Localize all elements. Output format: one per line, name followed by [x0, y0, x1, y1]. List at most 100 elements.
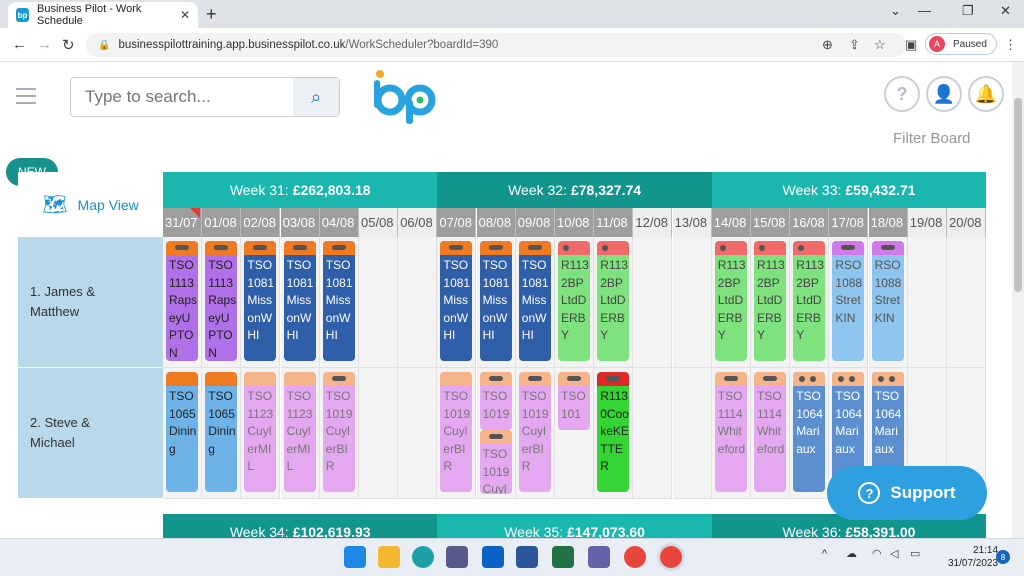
schedule-cell[interactable] [633, 368, 673, 499]
day-header[interactable]: 09/08 [515, 208, 555, 237]
schedule-cell[interactable] [359, 368, 398, 499]
day-header[interactable]: 18/08 [868, 208, 908, 237]
job-card[interactable]: R1130CookeKETTER [597, 372, 630, 492]
job-card[interactable]: RSO1088StretKIN [832, 241, 865, 361]
url-field[interactable]: 🔒 businesspilottraining.app.businesspilo… [86, 33, 906, 57]
day-header[interactable]: 12/08 [633, 208, 673, 237]
zoom-icon[interactable]: ⊕ [822, 37, 833, 52]
day-header[interactable]: 19/08 [907, 208, 947, 237]
system-clock[interactable]: 21:14 31/07/2023 [948, 544, 998, 570]
day-header[interactable]: 20/08 [947, 208, 986, 237]
day-header[interactable]: 16/08 [790, 208, 830, 237]
help-icon[interactable]: ? [884, 76, 920, 112]
minimize-icon[interactable]: — [918, 3, 931, 18]
tray-chevron-icon[interactable]: ^ [822, 548, 828, 560]
share-icon[interactable]: ⇪ [849, 37, 860, 52]
browser-menu-icon[interactable]: ⋮ [1004, 37, 1017, 52]
day-header[interactable]: 15/08 [751, 208, 790, 237]
day-header[interactable]: 03/08 [280, 208, 320, 237]
search-input[interactable] [71, 78, 291, 116]
bell-icon[interactable]: 🔔 [968, 76, 1004, 112]
day-header[interactable]: 08/08 [476, 208, 516, 237]
job-card[interactable]: TSO1019CuylerBIR [518, 372, 551, 492]
business-pilot-logo[interactable] [372, 70, 442, 124]
speaker-icon[interactable]: ◁ [890, 548, 899, 560]
job-card[interactable]: TSO1081MissonWHI [283, 241, 316, 361]
side-panel-icon[interactable]: ▣ [905, 37, 918, 52]
user-icon[interactable]: 👤 [926, 76, 962, 112]
job-card[interactable]: TSO1065Dining [166, 372, 198, 492]
day-header[interactable]: 05/08 [359, 208, 398, 237]
day-header[interactable]: 11/08 [594, 208, 634, 237]
new-tab-icon[interactable]: + [206, 4, 217, 24]
hamburger-menu-icon[interactable] [16, 88, 36, 106]
schedule-cell[interactable] [947, 237, 986, 368]
job-card[interactable]: TSO1114Whiteford [754, 372, 786, 492]
job-card[interactable]: TSO1019CuylerBIR [440, 372, 473, 492]
map-view-button[interactable]: 🗺 Map View [18, 172, 163, 237]
day-header[interactable]: 01/08 [202, 208, 242, 237]
restore-icon[interactable]: ❐ [962, 3, 974, 18]
page-scrollbar[interactable] [1012, 62, 1024, 538]
job-card[interactable]: TSO1065Dining [205, 372, 238, 492]
chrome-icon[interactable] [624, 546, 646, 568]
day-header[interactable]: 07/08 [437, 208, 477, 237]
day-header[interactable]: 04/08 [319, 208, 359, 237]
outlook-icon[interactable] [482, 546, 504, 568]
job-card[interactable]: TSO1123CuylerMIL [283, 372, 316, 492]
job-card[interactable]: R1132BPLtdDERBY [754, 241, 786, 361]
day-header[interactable]: 13/08 [672, 208, 712, 237]
row-label[interactable]: 1. James & Matthew [18, 237, 163, 367]
job-card[interactable]: R1132BPLtdDERBY [558, 241, 590, 361]
bookmark-star-icon[interactable]: ☆ [874, 37, 886, 52]
job-card[interactable]: TSO1123CuylerMIL [244, 372, 277, 492]
job-card[interactable]: TSO1081MissonWHI [479, 241, 512, 361]
forward-icon[interactable]: → [37, 36, 52, 53]
back-icon[interactable]: ← [12, 36, 27, 53]
job-card[interactable]: TSO1081MissonWHI [244, 241, 277, 361]
schedule-cell[interactable] [907, 237, 947, 368]
schedule-cell[interactable] [633, 237, 673, 368]
search-button[interactable]: ⌕ [293, 78, 339, 116]
schedule-cell[interactable] [398, 368, 438, 499]
file-explorer-icon[interactable] [378, 546, 400, 568]
teams-icon[interactable] [588, 546, 610, 568]
edge-icon[interactable] [412, 546, 434, 568]
job-card[interactable]: TSO1019CuylerBIR [322, 372, 355, 492]
day-header[interactable]: 06/08 [398, 208, 438, 237]
wifi-icon[interactable]: ◠ [872, 548, 882, 560]
notification-badge[interactable]: 8 [996, 550, 1010, 564]
job-card[interactable]: TSO101 [558, 372, 590, 430]
job-card[interactable]: TSO1064Mariaux [793, 372, 826, 492]
profile-button[interactable]: A Paused [925, 33, 997, 55]
tab-search-icon[interactable]: ⌄ [890, 3, 901, 18]
job-card[interactable]: RSO1088StretKIN [871, 241, 904, 361]
close-tab-icon[interactable]: ✕ [179, 8, 190, 22]
job-card[interactable]: R1132BPLtdDERBY [793, 241, 826, 361]
browser-tab[interactable]: bp Business Pilot - Work Schedule ✕ [8, 2, 198, 28]
row-label[interactable]: 2. Steve & Michael [18, 368, 163, 498]
store-icon[interactable] [446, 546, 468, 568]
excel-icon[interactable] [552, 546, 574, 568]
filter-board-link[interactable]: Filter Board [893, 130, 971, 147]
job-card[interactable]: TSO1113RapseyUPTON [166, 241, 198, 361]
schedule-cell[interactable] [672, 237, 712, 368]
start-icon[interactable] [344, 546, 366, 568]
job-card[interactable]: TSO1113RapseyUPTON [205, 241, 238, 361]
window-close-icon[interactable]: ✕ [1000, 3, 1011, 18]
reload-icon[interactable]: ↻ [62, 37, 75, 54]
day-header[interactable]: 02/08 [241, 208, 281, 237]
schedule-cell[interactable] [398, 237, 438, 368]
schedule-cell[interactable] [672, 368, 712, 499]
battery-icon[interactable]: ▭ [910, 548, 921, 560]
schedule-cell[interactable] [359, 237, 398, 368]
job-card[interactable]: R1132BPLtdDERBY [714, 241, 747, 361]
day-header[interactable]: 14/08 [711, 208, 751, 237]
job-card[interactable]: TSO1081MissonWHI [518, 241, 551, 361]
job-card[interactable]: TSO1081MissonWHI [322, 241, 355, 361]
job-card[interactable]: TSO1019Cuyle [479, 430, 512, 494]
day-header[interactable]: 17/08 [829, 208, 869, 237]
job-card[interactable]: TSO1114Whiteford [714, 372, 747, 492]
job-card[interactable]: TSO1019 [479, 372, 512, 430]
word-icon[interactable] [516, 546, 538, 568]
